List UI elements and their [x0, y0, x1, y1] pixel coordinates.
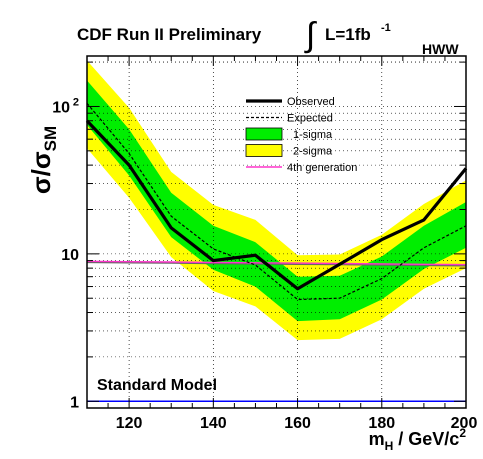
extra-line-0 [86, 261, 467, 267]
x-tick-label: 160 [284, 415, 311, 432]
y-axis-label-main: σ/σ [26, 151, 56, 194]
legend-label-expected: Expected [287, 113, 333, 125]
expected-line [86, 102, 467, 301]
x-axis-label-sup: 2 [459, 426, 466, 440]
x-axis-label: mH / GeV/c2 [369, 426, 467, 453]
svg-text:σ/σSM: σ/σSM [26, 126, 60, 194]
legend-label-1-sigma: 1-sigma [293, 129, 333, 141]
legend-label-observed: Observed [287, 96, 335, 108]
x-tick-label: 180 [368, 415, 395, 432]
standard-model-label: Standard Model [97, 377, 217, 394]
legend-label-2-sigma: 2-sigma [293, 146, 333, 158]
luminosity-label: L=1fb [325, 25, 371, 44]
x-axis-label-sub: H [385, 439, 394, 453]
x-axis-label-main: m [369, 429, 385, 449]
x-axis-label-rest: / GeV/c [393, 429, 459, 449]
x-tick-label: 200 [451, 415, 478, 432]
legend: Observed Expected 1-sigma 2-sigma 4th genera… [245, 96, 357, 174]
grid-lines [87, 56, 466, 408]
y-tick-label: 10 [52, 99, 70, 116]
channel-label: HWW [422, 41, 459, 57]
y-tick-label: 1 [70, 394, 79, 411]
legend-swatch-2-sigma [245, 144, 283, 157]
observed-line [85, 119, 468, 291]
y-axis-label: σ/σSM [26, 126, 60, 194]
legend-label-4th-generation: 4th generation [287, 162, 357, 174]
x-tick-label: 140 [200, 415, 227, 432]
luminosity-exponent: -1 [381, 22, 391, 34]
legend-swatch-1-sigma [245, 127, 283, 141]
y-axis-label-sub: SM [41, 126, 60, 152]
4th-generation-line [86, 260, 467, 266]
chart-title: CDF Run II Preliminary [77, 25, 262, 44]
y-tick-exponent: 2 [73, 96, 79, 108]
integral-sign: ∫ [304, 16, 317, 54]
x-tick-label: 120 [116, 415, 143, 432]
y-tick-label: 10 [61, 247, 79, 264]
series-lines [85, 102, 468, 403]
